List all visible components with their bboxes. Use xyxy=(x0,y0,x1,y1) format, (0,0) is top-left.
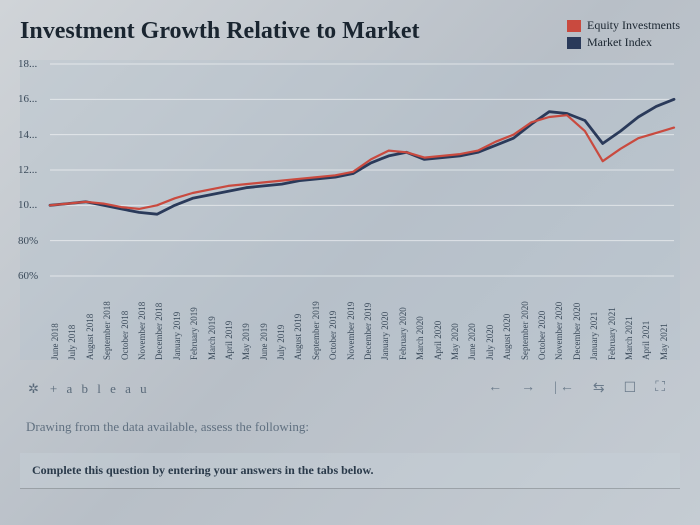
nav-next-icon[interactable]: → xyxy=(521,380,538,397)
x-axis-label: March 2020 xyxy=(415,280,432,360)
y-axis-label: 60% xyxy=(18,270,38,282)
legend-item-equity: Equity Investments xyxy=(567,18,680,33)
footer-icons: ← → |← ⇆ ☐ ⛶ xyxy=(488,380,680,397)
x-axis-label: February 2020 xyxy=(398,280,415,360)
chart-title: Investment Growth Relative to Market xyxy=(20,18,419,45)
fullscreen-icon[interactable]: ⛶ xyxy=(655,380,668,397)
x-axis-label: October 2020 xyxy=(537,280,554,360)
legend-swatch-equity xyxy=(567,20,581,32)
x-axis-label: October 2018 xyxy=(120,280,137,360)
x-axis-label: June 2020 xyxy=(467,280,484,360)
x-axis-label: March 2019 xyxy=(207,280,224,360)
x-axis-label: May 2019 xyxy=(241,280,258,360)
brand-row: ✲ + a b l e a u ← → |← ⇆ ☐ ⛶ xyxy=(20,380,680,397)
x-axis-label: August 2019 xyxy=(293,280,310,360)
x-axis-label: April 2021 xyxy=(641,280,658,360)
x-axis-label: January 2019 xyxy=(172,280,189,360)
y-axis-label: 80% xyxy=(18,235,38,247)
x-axis-label: November 2018 xyxy=(137,280,154,360)
line-market xyxy=(50,99,674,214)
x-axis-label: December 2019 xyxy=(363,280,380,360)
legend-label-market: Market Index xyxy=(587,35,652,50)
x-axis-label: November 2020 xyxy=(554,280,571,360)
x-axis-label: July 2020 xyxy=(485,280,502,360)
legend-swatch-market xyxy=(567,37,581,49)
x-axis-label: September 2020 xyxy=(520,280,537,360)
instruction-bar: Complete this question by entering your … xyxy=(20,453,680,489)
x-axis-label: August 2020 xyxy=(502,280,519,360)
x-axis-label: November 2019 xyxy=(346,280,363,360)
nav-prev-icon[interactable]: ← xyxy=(488,380,505,397)
x-axis-label: February 2019 xyxy=(189,280,206,360)
brand-icon: ✲ xyxy=(28,381,42,397)
x-axis-label: December 2020 xyxy=(572,280,589,360)
x-axis-label: May 2020 xyxy=(450,280,467,360)
caption-text: Drawing from the data available, assess … xyxy=(20,419,680,435)
page-root: Investment Growth Relative to Market Equ… xyxy=(0,0,700,525)
x-axis-label: January 2020 xyxy=(380,280,397,360)
x-axis-label: April 2020 xyxy=(433,280,450,360)
chart-area: 18... 16... 14... 12... 10... 80% 60% June 2018… xyxy=(20,60,680,360)
x-axis-label: January 2021 xyxy=(589,280,606,360)
brand-text: + a b l e a u xyxy=(50,381,150,397)
x-axis-label: March 2021 xyxy=(624,280,641,360)
legend-item-market: Market Index xyxy=(567,35,680,50)
legend: Equity Investments Market Index xyxy=(567,18,680,50)
line-equity xyxy=(50,115,674,209)
x-axis-label: August 2018 xyxy=(85,280,102,360)
x-axis-label: May 2021 xyxy=(659,280,676,360)
y-axis-label: 18... xyxy=(18,58,37,70)
legend-label-equity: Equity Investments xyxy=(587,18,680,33)
x-axis-label: June 2019 xyxy=(259,280,276,360)
x-axis-label: December 2018 xyxy=(154,280,171,360)
header: Investment Growth Relative to Market Equ… xyxy=(20,18,680,50)
y-axis-label: 10... xyxy=(18,199,37,211)
x-axis-label: April 2019 xyxy=(224,280,241,360)
y-axis-label: 16... xyxy=(18,93,37,105)
y-axis-label: 12... xyxy=(18,164,37,176)
x-axis-label: July 2018 xyxy=(67,280,84,360)
share-icon[interactable]: ⇆ xyxy=(593,380,608,397)
x-axis-label: February 2021 xyxy=(607,280,624,360)
x-axis-label: June 2018 xyxy=(50,280,67,360)
comment-icon[interactable]: ☐ xyxy=(624,380,640,397)
x-axis-labels: June 2018July 2018August 2018September 2… xyxy=(50,280,676,360)
x-axis-label: September 2018 xyxy=(102,280,119,360)
nav-first-icon[interactable]: |← xyxy=(554,380,577,397)
y-axis-label: 14... xyxy=(18,129,37,141)
x-axis-label: July 2019 xyxy=(276,280,293,360)
x-axis-label: September 2019 xyxy=(311,280,328,360)
x-axis-label: October 2019 xyxy=(328,280,345,360)
